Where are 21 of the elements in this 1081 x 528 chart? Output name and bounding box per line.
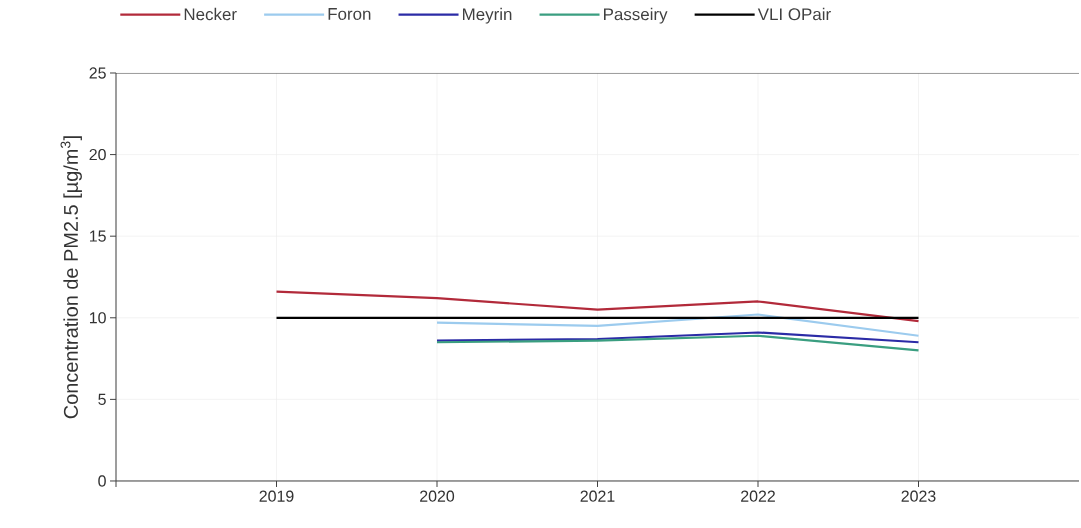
x-tick-label: 2020 bbox=[420, 490, 455, 502]
legend-label: Foron bbox=[328, 8, 371, 20]
x-tick-label: 2019 bbox=[259, 490, 294, 502]
legend-label: VLI OPair bbox=[757, 7, 831, 21]
x-tick-label: 2021 bbox=[580, 490, 615, 502]
line-series bbox=[275, 290, 920, 323]
line-series bbox=[435, 313, 920, 337]
legend-label: Passeiry bbox=[604, 7, 668, 24]
legend-label: Necker bbox=[184, 7, 237, 21]
y-tick-label: 10 bbox=[89, 312, 106, 324]
y-tick-label: 20 bbox=[89, 148, 106, 161]
y-tick-label: 25 bbox=[89, 67, 106, 79]
legend-label: Meyrin bbox=[463, 7, 512, 24]
y-axis-title: Concentration de PM2.5 [µg/m$^{3}$] bbox=[60, 136, 82, 419]
x-tick-label: 2023 bbox=[901, 490, 936, 502]
line-series bbox=[435, 334, 920, 352]
y-tick-label: 0 bbox=[98, 475, 106, 487]
y-tick-label: 5 bbox=[98, 393, 106, 405]
x-tick-label: 2022 bbox=[741, 490, 775, 502]
y-tick-label: 15 bbox=[89, 230, 106, 242]
line-series bbox=[435, 331, 920, 344]
